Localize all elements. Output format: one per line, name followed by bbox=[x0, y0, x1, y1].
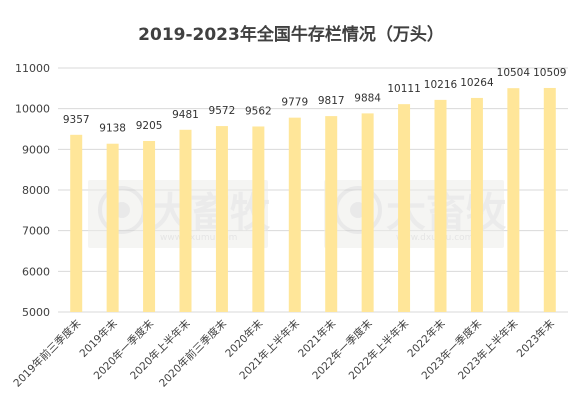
y-axis: 5000 6000 7000 8000 9000 10000 11000 bbox=[15, 62, 50, 319]
data-label: 9779 bbox=[281, 97, 308, 109]
y-tick-label: 7000 bbox=[22, 225, 50, 238]
x-tick-label: 2023年一季度末 bbox=[419, 317, 485, 383]
bar bbox=[470, 97, 483, 312]
y-tick-label: 11000 bbox=[15, 62, 50, 75]
data-labels: 9357 9138 9205 9481 9572 9562 9779 9817 9884 1011… bbox=[63, 67, 567, 135]
y-tick-label: 6000 bbox=[22, 265, 50, 278]
data-label: 9205 bbox=[136, 120, 163, 132]
data-label: 10504 bbox=[497, 67, 531, 79]
bar bbox=[70, 134, 83, 312]
data-label: 10111 bbox=[387, 83, 420, 95]
data-label: 10264 bbox=[460, 77, 494, 89]
x-tick-label: 2023年上半年末 bbox=[455, 317, 521, 383]
bar bbox=[143, 140, 156, 312]
watermark-text: 大畜牧 bbox=[150, 190, 271, 236]
x-tick-label: 2022年上半年末 bbox=[346, 317, 412, 383]
y-tick-label: 10000 bbox=[15, 103, 50, 116]
data-label: 9357 bbox=[63, 114, 90, 126]
data-label: 9817 bbox=[318, 95, 345, 107]
data-label: 9884 bbox=[354, 92, 381, 104]
data-label: 9562 bbox=[245, 105, 272, 117]
data-label: 9572 bbox=[209, 105, 236, 117]
data-label: 10216 bbox=[424, 79, 458, 91]
x-tick-label: 2020年前三季度末 bbox=[156, 317, 229, 390]
x-tick-label: 2022年一季度末 bbox=[310, 317, 376, 383]
data-label: 10509 bbox=[533, 67, 566, 79]
y-tick-label: 5000 bbox=[22, 306, 50, 319]
x-tick-label: 2019年前三季度末 bbox=[11, 317, 84, 390]
chart-title: 2019-2023年全国牛存栏情况（万头） bbox=[138, 24, 444, 45]
x-axis: 2019年前三季度末2019年末2020年一季度末2020年上半年末2020年前… bbox=[11, 317, 558, 390]
bar bbox=[179, 129, 192, 312]
bar bbox=[361, 113, 374, 312]
data-label: 9481 bbox=[172, 109, 199, 121]
bar bbox=[325, 116, 338, 312]
bars bbox=[70, 87, 556, 313]
x-tick-label: 2020年上半年末 bbox=[127, 317, 193, 383]
bar bbox=[106, 143, 119, 312]
x-tick-label: 2021年上半年末 bbox=[237, 317, 303, 383]
bar bbox=[288, 117, 301, 313]
y-tick-label: 8000 bbox=[22, 184, 50, 197]
x-tick-label: 2023年末 bbox=[514, 317, 557, 360]
watermark-url: www.dxumu.com bbox=[160, 233, 237, 243]
bar bbox=[252, 126, 265, 312]
bar bbox=[434, 99, 447, 313]
bar bbox=[215, 126, 228, 313]
data-label: 9138 bbox=[99, 123, 126, 135]
bar bbox=[398, 104, 411, 312]
x-tick-label: 2020年一季度末 bbox=[91, 317, 157, 383]
y-tick-label: 9000 bbox=[22, 143, 50, 156]
bar bbox=[507, 88, 520, 312]
bar bbox=[543, 87, 556, 312]
